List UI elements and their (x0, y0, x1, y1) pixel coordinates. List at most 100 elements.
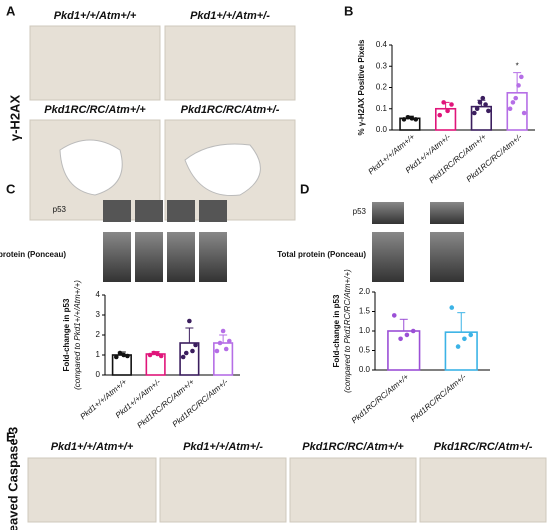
data-point (507, 106, 513, 112)
micrograph (27, 457, 157, 523)
data-point (114, 354, 119, 360)
panel-label: D (300, 181, 309, 196)
data-point (158, 353, 164, 359)
data-point (180, 354, 186, 360)
blot (430, 202, 464, 224)
y-tick-label: 1 (96, 350, 101, 359)
genotype-label: Pkd1+/+/Atm+/- (190, 10, 270, 22)
data-point (401, 117, 407, 122)
data-point (513, 95, 519, 101)
data-point (474, 106, 480, 112)
data-point (220, 328, 226, 334)
y-axis-label: Fold-change in p53 (62, 298, 71, 371)
y-tick-label: 4 (96, 290, 101, 299)
data-point (217, 340, 223, 346)
data-point (483, 102, 488, 107)
data-point (437, 112, 443, 118)
data-point (223, 346, 229, 352)
stain-label: Cleaved Caspase-3 (5, 427, 20, 530)
data-point (480, 95, 486, 101)
blot (167, 200, 195, 222)
data-point (183, 350, 189, 356)
data-point (404, 332, 410, 338)
panel-label: B (344, 3, 353, 18)
blot (372, 202, 404, 224)
data-point (445, 108, 450, 114)
data-point (398, 336, 403, 342)
y-tick-label: 0.0 (359, 365, 371, 374)
bar (387, 330, 421, 371)
data-point (516, 83, 521, 88)
blot-label: Total protein (Ponceau) (277, 250, 366, 259)
genotype-label: Pkd1RC/RC/Atm+/- (434, 441, 533, 453)
data-point (227, 338, 232, 344)
cyst (59, 139, 123, 196)
data-point (441, 100, 446, 105)
y-tick-label: 2.0 (359, 287, 371, 296)
data-point (519, 74, 524, 80)
genotype-label: Pkd1+/+/Atm+/+ (51, 441, 134, 453)
blot-label: p53 (53, 205, 67, 214)
data-point (413, 117, 419, 122)
data-point (405, 114, 411, 120)
y-axis-note: (compared to Pkd1+/+/Atm+/+) (73, 280, 82, 390)
y-axis-note: (compared to Pkd1RC/RC/Atm+/+) (343, 269, 352, 393)
y-tick-label: 2 (96, 330, 101, 339)
blot-label: Total protein (Ponceau) (0, 250, 66, 259)
panel-label: E (6, 429, 15, 444)
bar (444, 331, 478, 371)
micrograph (29, 25, 161, 101)
blot-label: p53 (353, 207, 367, 216)
y-tick-label: 3 (96, 310, 101, 319)
panel-label: A (6, 3, 16, 18)
y-axis-label: % γ-H2AX Positive Pixels (357, 39, 366, 136)
data-point (521, 110, 527, 116)
data-point (190, 348, 195, 354)
blot (372, 232, 404, 282)
blot (135, 200, 163, 222)
significance: * (516, 62, 519, 71)
y-tick-label: 0.0 (376, 125, 388, 134)
blot (199, 232, 227, 282)
y-tick-label: 0.1 (376, 104, 388, 113)
y-tick-label: 1.0 (359, 326, 371, 335)
x-tick-label: Pkd1RC/RC/Atm+/+ (135, 377, 196, 430)
micrograph (289, 457, 417, 523)
cyst (184, 143, 261, 197)
data-point (472, 110, 477, 116)
data-point (410, 328, 416, 334)
blot (103, 200, 131, 222)
data-point (486, 108, 491, 114)
data-point (477, 100, 483, 105)
data-point (214, 348, 220, 354)
y-tick-label: 0 (96, 370, 101, 379)
genotype-label: Pkd1RC/RC/Atm+/+ (44, 104, 146, 116)
micrograph (159, 457, 287, 523)
panel-label: C (6, 181, 16, 196)
data-point (121, 352, 127, 358)
y-tick-label: 0.5 (359, 346, 371, 355)
y-axis-label: Fold-change in p53 (332, 294, 341, 367)
data-point (155, 351, 160, 357)
blot (135, 232, 163, 282)
data-point (391, 313, 397, 318)
genotype-label: Pkd1RC/RC/Atm+/- (181, 104, 280, 116)
data-point (125, 353, 130, 359)
stain-label: γ-H2AX (7, 95, 22, 142)
genotype-label: Pkd1+/+/Atm+/+ (54, 10, 137, 22)
micrograph (164, 25, 296, 101)
data-point (193, 342, 198, 348)
y-tick-label: 0.3 (376, 61, 388, 70)
data-point (455, 344, 461, 349)
data-point (117, 350, 123, 356)
data-point (187, 318, 192, 324)
data-point (468, 332, 474, 338)
blot (430, 232, 464, 282)
data-point (151, 350, 157, 356)
x-tick-label: Pkd1RC/RC/Atm+/- (171, 377, 230, 429)
data-point (449, 305, 455, 310)
y-tick-label: 0.4 (376, 40, 388, 49)
micrograph (419, 457, 547, 523)
genotype-label: Pkd1RC/RC/Atm+/+ (302, 441, 404, 453)
